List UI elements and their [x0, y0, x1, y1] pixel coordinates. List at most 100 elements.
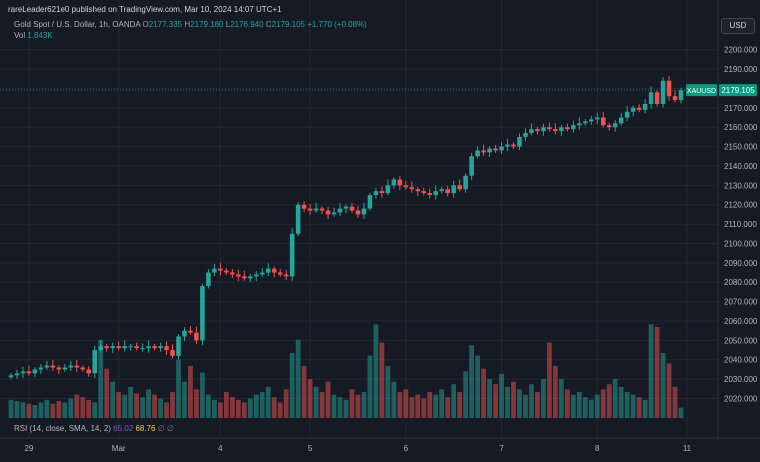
candle-body [547, 127, 552, 130]
volume-bar [463, 371, 469, 418]
candle-body [134, 346, 139, 349]
candle-body [606, 125, 612, 128]
volume-bar [349, 389, 355, 418]
close-label: C [265, 20, 272, 29]
price-tick-label: 2190.000 [724, 65, 758, 74]
price-tick-label: 2100.000 [724, 239, 758, 248]
volume-bar [367, 355, 373, 418]
time-axis[interactable]: 29 Mar 4 5 6 7 8 11 [24, 444, 691, 453]
volume-bar [14, 401, 20, 418]
price-axis[interactable]: 2020.000 2030.000 2040.000 2050.000 2060.000… [724, 46, 758, 404]
candle-body [553, 129, 558, 132]
candle-body [636, 107, 642, 110]
volume-bar [152, 394, 157, 418]
candle-body [110, 346, 115, 349]
high-label: H [184, 20, 191, 29]
volume-bar [50, 403, 56, 418]
price-tick-label: 2070.000 [724, 298, 758, 307]
candle-body [319, 208, 325, 211]
candle-body [50, 365, 56, 368]
volume-bar [558, 379, 564, 418]
visibility-off-icon[interactable]: ∅ [157, 424, 165, 433]
volume-bar [594, 394, 600, 418]
candle-body [104, 346, 109, 349]
visibility-off-icon-2[interactable]: ∅ [166, 424, 174, 433]
volume-bar [469, 345, 475, 418]
price-tick-label: 2020.000 [724, 394, 758, 403]
volume-bar [517, 389, 522, 418]
volume-bar [86, 399, 92, 418]
volume-bar [666, 363, 672, 418]
volume-bar [74, 394, 80, 418]
candle-body [583, 121, 588, 124]
candle-body [678, 90, 684, 101]
volume-bar [624, 392, 630, 418]
volume-bar [541, 379, 546, 418]
candle-body [283, 274, 289, 277]
candle-body [337, 208, 343, 213]
candle-body [62, 367, 68, 370]
candle-body [654, 92, 660, 104]
volume-bar [564, 389, 570, 418]
candle-body [397, 179, 403, 186]
volume-bar [529, 384, 534, 418]
volume-bar [612, 379, 618, 418]
volume-bar [98, 340, 104, 418]
candle-body [409, 187, 415, 190]
candle-body [433, 191, 439, 196]
volume-bar [523, 394, 528, 418]
volume-bar [660, 353, 666, 418]
volume-bar [56, 401, 62, 418]
open-label: O [142, 20, 149, 29]
volume-legend[interactable]: Vol 1.843K [14, 31, 53, 40]
candle-body [325, 210, 331, 215]
candle-body [176, 336, 181, 356]
candle-body [32, 369, 38, 374]
rsi-ma-value: 68.76 [135, 424, 156, 433]
candle-body [74, 365, 80, 368]
symbol-legend[interactable]: Gold Spot / U.S. Dollar, 1h, OANDA O2177… [14, 20, 367, 29]
time-tick-label: 11 [683, 444, 692, 453]
candle-body [242, 276, 247, 279]
time-tick-label: 29 [24, 444, 33, 453]
candle-body [630, 107, 636, 112]
volume-bar [206, 394, 211, 418]
candle-body [463, 175, 468, 190]
volume-bar [319, 392, 325, 418]
rsi-legend[interactable]: RSI (14, close, SMA, 14, 2) 65.02 68.76 … [14, 424, 174, 433]
price-tag-value: 2179.105 [721, 86, 755, 95]
volume-bar [600, 389, 606, 418]
volume-bar [182, 381, 187, 418]
symbol-tag-box [686, 84, 717, 97]
currency-button[interactable]: USD [721, 18, 755, 34]
candle-body [188, 330, 193, 333]
candle-body [253, 274, 259, 277]
candles [8, 76, 684, 380]
volume-bar [313, 386, 319, 418]
time-tick-label: Mar [112, 444, 126, 453]
candle-body [355, 210, 361, 215]
candle-body [541, 127, 546, 132]
volume-bar [481, 368, 486, 418]
candle-body [248, 276, 253, 279]
candle-body [152, 346, 157, 349]
candle-body [122, 346, 127, 349]
candle-body [672, 96, 678, 101]
volume-bar [397, 392, 403, 418]
candle-body [194, 332, 199, 341]
volume-bar [229, 397, 235, 418]
candle-body [487, 148, 492, 153]
volume-bar [170, 392, 175, 418]
candle-body [385, 185, 391, 194]
volume-bar [337, 397, 343, 418]
candle-body [26, 371, 32, 374]
volume-bar [164, 402, 169, 418]
volume-bar [391, 381, 397, 418]
candle-body [212, 268, 217, 273]
volume-bar [62, 402, 68, 418]
volume-bar [427, 392, 433, 418]
candle-body [140, 348, 145, 350]
price-tick-label: 2140.000 [724, 162, 758, 171]
volume-bar [259, 392, 265, 418]
